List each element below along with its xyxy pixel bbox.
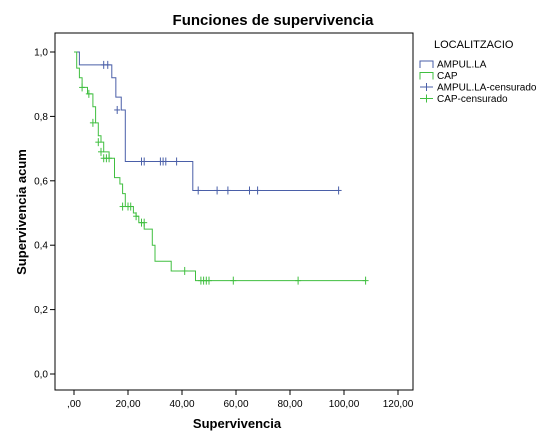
censor-mark-cap	[141, 218, 148, 227]
x-axis-ticks: ,00 20,00 40,00 60,00 80,00 100,00 120,00	[67, 390, 414, 410]
legend-entry: CAP-censurado	[420, 94, 508, 105]
y-tick-label: 0,4	[34, 241, 48, 252]
x-tick-label: 80,00	[277, 399, 302, 410]
y-tick-label: 1,0	[34, 48, 48, 59]
legend-label: AMPUL.LA	[437, 60, 487, 71]
censor-mark-cap	[89, 118, 96, 127]
censor-mark-cap	[119, 202, 126, 211]
x-tick-label: 40,00	[169, 399, 194, 410]
legend-label: CAP	[437, 71, 458, 82]
x-tick-label: 60,00	[223, 399, 248, 410]
censor-mark-ampul-la	[335, 186, 342, 195]
censor-mark-cap	[98, 147, 104, 156]
censor-mark-cap	[230, 276, 237, 285]
censor-mark-cap	[95, 138, 102, 147]
x-axis-label: Supervivencia	[193, 416, 282, 431]
censor-mark-cap	[295, 276, 302, 285]
x-tick-label: 120,00	[383, 399, 414, 410]
censor-mark-cap	[106, 154, 113, 163]
y-tick-label: 0,6	[34, 176, 48, 187]
y-tick-label: 0,0	[34, 370, 48, 381]
legend-label: CAP-censurado	[437, 94, 508, 105]
series-line-ampul-la	[74, 51, 339, 191]
censor-mark-cap	[133, 212, 140, 221]
censor-mark-ampul-la	[246, 186, 253, 195]
censor-mark-cap	[127, 202, 134, 211]
series-layer	[74, 51, 369, 285]
legend-label: AMPUL.LA-censurado	[437, 83, 537, 94]
censor-mark-ampul-la	[214, 186, 221, 195]
legend-entry: CAP	[419, 71, 458, 82]
plot-frame	[54, 32, 414, 391]
censor-mark-ampul-la	[141, 157, 148, 166]
x-tick-label: 20,00	[115, 399, 140, 410]
y-axis-label: Supervivencia acum	[14, 149, 29, 275]
censor-mark-ampul-la	[162, 157, 169, 166]
censor-mark-ampul-la	[104, 60, 111, 69]
y-axis-ticks: 0,0 0,2 0,4 0,6 0,8 1,0	[34, 48, 55, 381]
legend-entry: AMPUL.LA-censurado	[420, 83, 537, 94]
y-tick-label: 0,2	[34, 305, 48, 316]
censor-mark-cap	[206, 276, 212, 285]
censor-mark-ampul-la	[195, 186, 202, 195]
censor-mark-cap	[85, 89, 92, 98]
legend-swatch-line	[419, 60, 434, 68]
censor-mark-cap	[181, 266, 188, 275]
series-line-cap	[74, 51, 366, 282]
censor-mark-ampul-la	[254, 186, 261, 195]
y-tick-label: 0,8	[34, 112, 48, 123]
legend-swatch-line	[419, 72, 434, 80]
x-tick-label: ,00	[67, 399, 81, 410]
censor-mark-ampul-la	[114, 105, 121, 114]
x-tick-label: 100,00	[329, 399, 360, 410]
chart-title: Funciones de supervivencia	[173, 12, 375, 29]
censor-mark-cap	[79, 83, 86, 92]
censor-mark-cap	[362, 276, 369, 285]
censor-mark-ampul-la	[173, 157, 180, 166]
legend: LOCALITZACIO AMPUL.LACAPAMPUL.LA-censura…	[419, 39, 537, 105]
legend-entry: AMPUL.LA	[419, 60, 487, 71]
legend-title: LOCALITZACIO	[434, 39, 514, 51]
censor-mark-ampul-la	[224, 186, 231, 195]
